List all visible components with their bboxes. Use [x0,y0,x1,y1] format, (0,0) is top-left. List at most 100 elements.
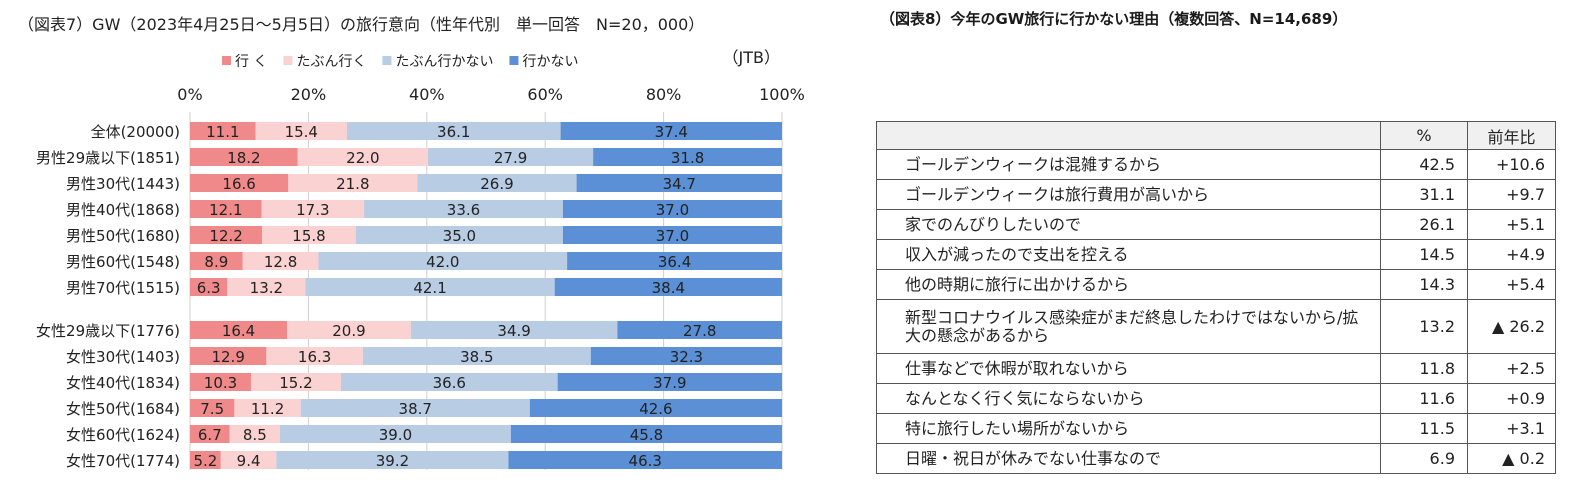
table-row: ゴールデンウィークは混雑するから 42.5 +10.6 [876,149,1556,180]
reason-cell: 収入が減ったので支出を控える [876,239,1381,270]
bar-value-label: 37.9 [653,374,686,392]
bar-segment [410,321,618,339]
legend-swatch [382,56,392,65]
category-label: 男性40代(1868) [66,201,180,219]
chart-title: （図表7）GW（2023年4月25日～5月5日）の旅行意向（性年代別 単一回答 … [18,15,704,34]
bar-segment [300,399,530,417]
bar-segment [297,148,428,166]
yoy-cell: ▲ 0.2 [1467,443,1556,474]
percent-cell: 14.3 [1380,269,1468,300]
table-title: （図表8）今年のGW旅行に行かない理由（複数回答、N=14,689） [880,10,1348,28]
percent-cell: 26.1 [1380,209,1468,240]
reason-cell: 他の時期に旅行に出かけるから [876,269,1381,300]
table-row: 日曜・祝日が休みでない仕事なので 6.9 ▲ 0.2 [876,443,1556,474]
bar-value-label: 35.0 [443,227,476,245]
reason-cell: ゴールデンウィークは旅行費用が高いから [876,179,1381,210]
bar-segment [427,148,594,166]
header-percent: % [1380,121,1468,150]
bar-segment [190,226,263,244]
bar-value-label: 8.9 [204,253,228,271]
bar-segment [287,321,411,339]
bar-segment [190,252,243,270]
bar-value-label: 12.1 [209,201,242,219]
x-axis: 0% 20% 40% 60% 80% 100% [177,85,805,104]
reason-cell: ゴールデンウィークは混雑するから [876,149,1381,180]
reason-cell: なんとなく行く気にならないから [876,383,1381,414]
bar-value-label: 46.3 [629,452,662,470]
category-label: 女性40代(1834) [66,374,180,392]
bar-value-label: 8.5 [243,426,267,444]
legend-label: たぶん行く [296,54,366,70]
bar-value-label: 7.5 [200,400,224,418]
bar-segment [255,122,347,140]
bar-value-label: 22.0 [346,149,379,167]
percent-cell: 11.6 [1380,383,1468,414]
category-label: 男性29歳以下(1851) [36,149,180,167]
bar-segment [617,321,782,339]
bar-segment [190,278,228,296]
yoy-cell: +5.1 [1467,209,1556,240]
bar-segment [362,347,591,365]
bar-value-label: 27.9 [494,149,527,167]
bar-value-label: 16.4 [222,322,255,340]
table-row: ゴールデンウィークは旅行費用が高いから 31.1 +9.7 [876,179,1556,210]
legend-swatch [283,56,293,65]
reasons-table: % 前年比 ゴールデンウィークは混雑するから 42.5 +10.6 ゴールデンウ… [876,121,1556,474]
category-label: 男性50代(1680) [66,227,180,245]
bar-segment [529,399,782,417]
legend-swatch [222,56,231,65]
bar-segment [417,174,577,192]
bar-value-label: 42.6 [639,400,672,418]
category-label: 女性30代(1403) [66,348,180,366]
bar-value-label: 42.0 [426,253,459,271]
category-labels: 全体(20000) 男性29歳以下(1851) 男性30代(1443) 男性40代(1… [36,123,180,470]
travel-intention-chart: （図表7）GW（2023年4月25日～5月5日）の旅行意向（性年代別 単一回答 … [18,15,805,470]
x-tick-label: 60% [527,85,563,104]
bar-segment [593,148,782,166]
table-row: なんとなく行く気にならないから 11.6 +0.9 [876,383,1556,414]
bar-value-label: 12.2 [209,227,242,245]
legend-label: たぶん行かない [395,54,493,70]
bar-segment [250,373,341,391]
bar-segment [576,174,782,192]
bar-segment [276,451,509,469]
bar-segment [510,425,782,443]
category-label: 男性70代(1515) [66,279,180,297]
bar-value-label: 21.8 [336,175,369,193]
yoy-cell: +5.4 [1467,269,1556,300]
bar-value-label: 17.3 [296,201,329,219]
bar-segment [190,373,251,391]
bar-segment [190,148,298,166]
bar-segment [229,425,280,443]
bar-value-label: 10.3 [204,374,237,392]
yoy-cell: +2.5 [1467,353,1556,384]
bar-value-label: 39.2 [376,452,409,470]
x-tick-label: 80% [646,85,682,104]
table-row: 家でのんびりしたいので 26.1 +5.1 [876,209,1556,240]
percent-cell: 11.8 [1380,353,1468,384]
bar-value-label: 5.2 [193,452,217,470]
bar-value-label: 27.8 [683,322,716,340]
bar-segment [190,122,256,140]
category-label: 女性29歳以下(1776) [36,322,180,340]
bar-value-label: 11.2 [251,400,284,418]
bar-area: 11.1 15.4 36.1 37.4 18.2 22.0 27.9 31.8 16.6 21.8… [190,122,782,470]
reason-cell: 特に旅行したい場所がないから [876,413,1381,444]
bar-segment [190,174,289,192]
percent-cell: 6.9 [1380,443,1468,474]
percent-cell: 13.2 [1380,299,1468,354]
bar-value-label: 15.8 [292,227,325,245]
bar-value-label: 15.2 [279,374,312,392]
bar-value-label: 33.6 [447,201,480,219]
bar-segment [554,278,782,296]
yoy-cell: +0.9 [1467,383,1556,414]
category-label: 男性60代(1548) [66,253,180,271]
bar-value-label: 42.1 [413,279,446,297]
table-row: 特に旅行したい場所がないから 11.5 +3.1 [876,413,1556,444]
bar-value-label: 38.7 [399,400,432,418]
bar-value-label: 9.4 [237,452,261,470]
header-reason [876,121,1381,150]
bar-value-label: 36.6 [433,374,466,392]
yoy-cell: +9.7 [1467,179,1556,210]
bar-segment [288,174,418,192]
